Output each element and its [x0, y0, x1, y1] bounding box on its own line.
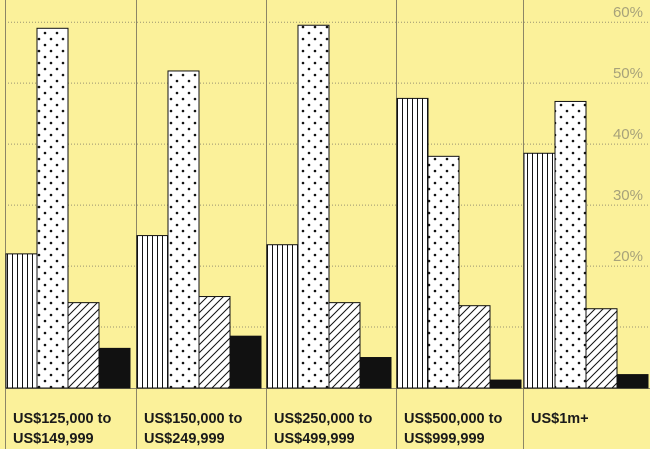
bar-vertical-lines: [266, 244, 299, 389]
bar-vertical-lines: [136, 235, 169, 389]
y-tick-label: 50%: [613, 65, 643, 82]
bar-dots: [554, 100, 587, 389]
category-label: US$250,000 to: [274, 411, 372, 427]
bar-solid: [359, 357, 392, 389]
bar-dots: [167, 70, 200, 389]
bar-diagonal-lines: [198, 296, 231, 389]
category-label: US$125,000 to: [13, 411, 111, 427]
y-tick-label: 30%: [613, 187, 643, 204]
y-tick-label: 20%: [613, 248, 643, 265]
bars: [5, 24, 649, 389]
bar-solid: [489, 379, 522, 389]
bar-solid: [229, 335, 262, 389]
bar-diagonal-lines: [328, 302, 361, 389]
bar-diagonal-lines: [67, 302, 100, 389]
y-tick-label: 40%: [613, 126, 643, 143]
bar-solid: [98, 347, 131, 389]
category-label: US$1m+: [531, 411, 589, 427]
bar-diagonal-lines: [458, 305, 491, 389]
category-label: US$500,000 to: [404, 411, 502, 427]
category-label: US$499,999: [274, 431, 355, 447]
bar-dots: [297, 24, 330, 389]
y-axis-ticks: 20% 30% 40% 50% 60%: [613, 4, 643, 265]
y-tick-label: 60%: [613, 4, 643, 21]
bar-vertical-lines: [523, 152, 556, 389]
category-label: US$999,999: [404, 431, 485, 447]
bar-diagonal-lines: [585, 308, 618, 389]
bar-dots: [36, 27, 69, 389]
category-label: US$150,000 to: [144, 411, 242, 427]
bar-dots: [427, 155, 460, 389]
bar-vertical-lines: [396, 97, 429, 389]
category-label: US$149,999: [13, 431, 94, 447]
bar-solid: [616, 374, 649, 389]
bar-vertical-lines: [5, 253, 38, 389]
x-axis-labels: US$125,000 to US$149,999 US$150,000 to US$2…: [13, 411, 589, 447]
category-label: US$249,999: [144, 431, 225, 447]
